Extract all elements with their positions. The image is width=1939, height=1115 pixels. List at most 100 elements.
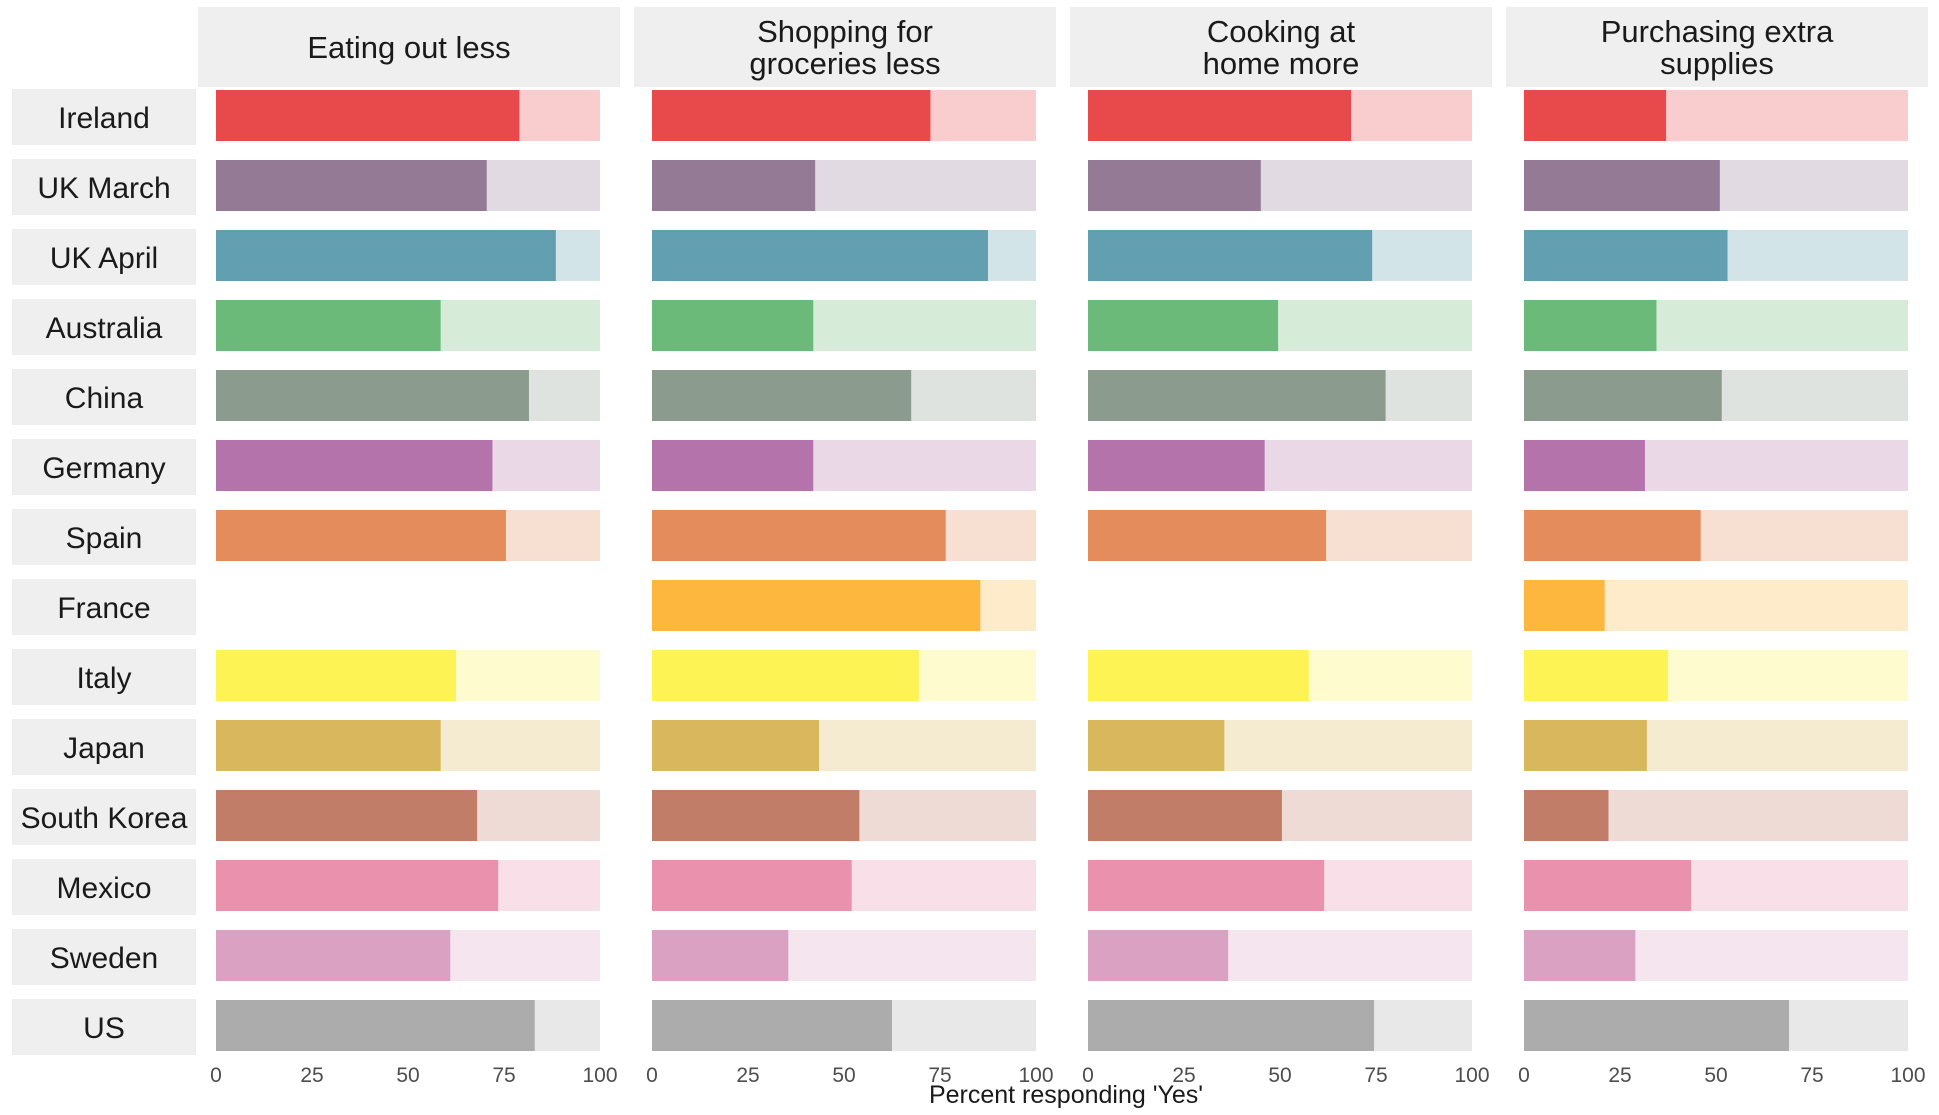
- bar-1-uk-april: [216, 230, 556, 281]
- tick-label-4-0: 0: [1518, 1064, 1530, 1087]
- bar-4-south-korea: [1524, 790, 1609, 841]
- panel-strip-1: [198, 7, 620, 87]
- row-label-sweden: Sweden: [50, 942, 158, 975]
- row-label-spain: Spain: [66, 522, 143, 555]
- bar-4-italy: [1524, 650, 1668, 701]
- panel-title-3-line-2: home more: [1203, 46, 1360, 81]
- row-strip-us: [12, 999, 196, 1055]
- row-strips: Ireland UK March UK April Australia China Ger…: [12, 89, 196, 1055]
- bar-4-us: [1524, 1000, 1789, 1051]
- tick-label-1-100: 100: [582, 1064, 617, 1087]
- panel-title-4-line-2: supplies: [1660, 46, 1774, 81]
- bar-1-sweden: [216, 930, 451, 981]
- bar-3-japan: [1088, 720, 1225, 771]
- bars: [216, 90, 1908, 1051]
- row-strip-spain: [12, 509, 196, 565]
- bar-4-spain: [1524, 510, 1701, 561]
- bar-3-south-korea: [1088, 790, 1282, 841]
- bar-2-uk-march: [652, 160, 816, 211]
- panel-title-2-line-2: groceries less: [749, 46, 940, 81]
- row-label-south-korea: South Korea: [21, 802, 188, 835]
- panel-strip-2: [634, 7, 1056, 87]
- bar-2-us: [652, 1000, 892, 1051]
- bar-2-ireland: [652, 90, 931, 141]
- bar-4-china: [1524, 370, 1722, 421]
- row-strip-mexico: [12, 859, 196, 915]
- row-label-us: US: [83, 1012, 125, 1045]
- row-strip-italy: [12, 649, 196, 705]
- row-strip-france: [12, 579, 196, 635]
- bar-3-ireland: [1088, 90, 1352, 141]
- bar-4-japan: [1524, 720, 1647, 771]
- bar-1-ireland: [216, 90, 520, 141]
- tick-label-3-50: 50: [1268, 1064, 1291, 1087]
- bar-3-china: [1088, 370, 1386, 421]
- bar-2-south-korea: [652, 790, 860, 841]
- bar-2-australia: [652, 300, 814, 351]
- bar-1-south-korea: [216, 790, 478, 841]
- bar-1-japan: [216, 720, 441, 771]
- bar-1-china: [216, 370, 529, 421]
- panel-title-3-line-1: Cooking at: [1207, 14, 1356, 49]
- bar-4-germany: [1524, 440, 1645, 491]
- tick-label-3-0: 0: [1082, 1064, 1094, 1087]
- bar-2-mexico: [652, 860, 852, 911]
- panel-title-1-line-1: Eating out less: [307, 30, 510, 65]
- bar-2-japan: [652, 720, 820, 771]
- panel-strip-3: [1070, 7, 1492, 87]
- bar-3-italy: [1088, 650, 1309, 701]
- row-strip-ireland: [12, 89, 196, 145]
- tick-label-2-50: 50: [832, 1064, 855, 1087]
- row-label-japan: Japan: [63, 732, 145, 765]
- panel-strip-4: [1506, 7, 1928, 87]
- bar-3-uk-april: [1088, 230, 1373, 281]
- tick-label-2-100: 100: [1018, 1064, 1053, 1087]
- x-axes: 0 25 50 75 100 0 25 50 75 100 0 25 50 75 100 0 25 50 75 100: [210, 1064, 1925, 1087]
- row-label-australia: Australia: [46, 312, 163, 345]
- bar-2-uk-april: [652, 230, 988, 281]
- row-strip-sweden: [12, 929, 196, 985]
- row-label-france: France: [57, 592, 150, 625]
- tick-label-4-25: 25: [1608, 1064, 1631, 1087]
- bar-1-mexico: [216, 860, 499, 911]
- x-axis-title: Percent responding 'Yes': [929, 1081, 1203, 1109]
- bar-2-germany: [652, 440, 814, 491]
- tick-label-3-75: 75: [1364, 1064, 1387, 1087]
- row-label-ireland: Ireland: [58, 102, 150, 135]
- tick-label-2-25: 25: [736, 1064, 759, 1087]
- bar-2-china: [652, 370, 912, 421]
- bar-1-australia: [216, 300, 441, 351]
- tick-label-3-25: 25: [1172, 1064, 1195, 1087]
- bar-2-italy: [652, 650, 919, 701]
- row-strip-uk-march: [12, 159, 196, 215]
- bar-3-uk-march: [1088, 160, 1261, 211]
- row-strip-japan: [12, 719, 196, 775]
- bar-3-us: [1088, 1000, 1375, 1051]
- bar-4-australia: [1524, 300, 1657, 351]
- tick-label-4-100: 100: [1890, 1064, 1925, 1087]
- bar-1-germany: [216, 440, 493, 491]
- bar-2-sweden: [652, 930, 789, 981]
- row-strip-south-korea: [12, 789, 196, 845]
- row-label-uk-march: UK March: [37, 172, 170, 205]
- tick-label-1-75: 75: [492, 1064, 515, 1087]
- row-strip-germany: [12, 439, 196, 495]
- bar-3-mexico: [1088, 860, 1325, 911]
- bar-4-uk-april: [1524, 230, 1728, 281]
- row-label-germany: Germany: [42, 452, 165, 485]
- bar-2-spain: [652, 510, 946, 561]
- row-strip-china: [12, 369, 196, 425]
- bar-4-sweden: [1524, 930, 1636, 981]
- tick-label-1-50: 50: [396, 1064, 419, 1087]
- bar-3-germany: [1088, 440, 1265, 491]
- panel-title-2-line-1: Shopping for: [757, 14, 933, 49]
- bar-1-spain: [216, 510, 506, 561]
- row-label-uk-april: UK April: [50, 242, 158, 275]
- row-label-mexico: Mexico: [56, 872, 151, 905]
- bar-4-mexico: [1524, 860, 1692, 911]
- row-strip-uk-april: [12, 229, 196, 285]
- panel-title-4-line-1: Purchasing extra: [1601, 14, 1834, 49]
- bar-1-italy: [216, 650, 456, 701]
